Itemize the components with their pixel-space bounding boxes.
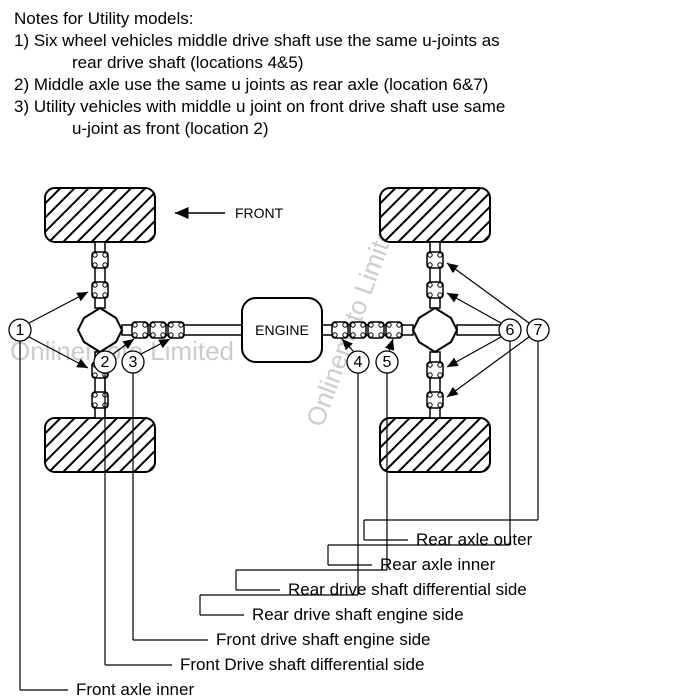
ujoint-front-top-outer bbox=[92, 252, 108, 268]
callout-num-7: 7 bbox=[534, 322, 543, 339]
wheel-front-bottom bbox=[45, 418, 155, 472]
callout-label-5: Rear drive shaft differential side bbox=[288, 580, 527, 599]
leader-5 bbox=[389, 339, 393, 351]
ujoint-front-ds-2 bbox=[150, 322, 166, 338]
ujoint-rear-ds-diff1 bbox=[368, 322, 384, 338]
front-label: FRONT bbox=[235, 205, 284, 221]
ujoint-rear-ds-diff2 bbox=[386, 322, 402, 338]
ujoint-rear-top-inner bbox=[427, 282, 443, 298]
leader-1a bbox=[29, 292, 88, 323]
callout-label-6: Rear axle inner bbox=[380, 555, 496, 574]
diagram-svg: FRONT ENGINE 1 Front axle in bbox=[0, 0, 700, 700]
ujoint-front-top-inner bbox=[92, 282, 108, 298]
ujoint-rear-ds-eng1 bbox=[332, 322, 348, 338]
leader-1b bbox=[29, 337, 88, 368]
front-differential bbox=[78, 308, 122, 352]
ujoint-rear-bottom-outer bbox=[427, 392, 443, 408]
leader-7a bbox=[447, 263, 529, 323]
callout-num-1: 1 bbox=[16, 322, 25, 339]
leader-3 bbox=[141, 339, 170, 354]
callout-num-5: 5 bbox=[383, 354, 392, 371]
callout-num-6: 6 bbox=[506, 322, 515, 339]
ujoint-rear-ds-eng2 bbox=[350, 322, 366, 338]
ujoint-rear-bottom-inner bbox=[427, 362, 443, 378]
engine-label: ENGINE bbox=[255, 322, 309, 338]
ujoint-rear-top-outer bbox=[427, 252, 443, 268]
ujoint-front-ds-diff bbox=[132, 322, 148, 338]
ujoint-front-ds-eng bbox=[168, 322, 184, 338]
wheel-rear-bottom bbox=[380, 418, 490, 472]
leader-6a bbox=[447, 293, 501, 323]
rear-differential bbox=[413, 308, 457, 352]
leader-7b bbox=[447, 337, 529, 397]
callout-label-4: Rear drive shaft engine side bbox=[252, 605, 464, 624]
callout-label-7: Rear axle outer bbox=[416, 530, 533, 549]
leader-6b bbox=[447, 337, 501, 367]
callout-num-3: 3 bbox=[129, 354, 138, 371]
leader-4 bbox=[342, 339, 354, 352]
callout-num-2: 2 bbox=[101, 354, 110, 371]
callout-label-3: Front drive shaft engine side bbox=[216, 630, 431, 649]
callout-label-2: Front Drive shaft differential side bbox=[180, 655, 424, 674]
wheel-front-top bbox=[45, 188, 155, 242]
callout-label-1: Front axle inner bbox=[76, 680, 194, 699]
callout-num-4: 4 bbox=[354, 354, 363, 371]
wheel-rear-top bbox=[380, 188, 490, 242]
